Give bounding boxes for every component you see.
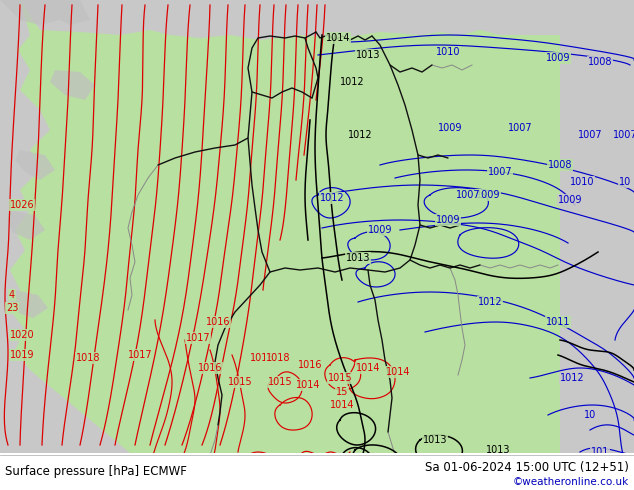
Text: 1008: 1008 [548,160,573,170]
Text: 1015: 1015 [228,377,252,387]
Text: 23: 23 [6,303,18,313]
Text: 1014: 1014 [385,367,410,377]
Text: 1012: 1012 [340,77,365,87]
Text: 1018: 1018 [266,353,290,363]
Polygon shape [15,150,55,180]
Text: 1013: 1013 [356,50,380,60]
Polygon shape [50,70,95,100]
Bar [560,0,634,453]
Text: 1007: 1007 [488,167,512,177]
Text: 1015: 1015 [268,377,292,387]
Text: 1010: 1010 [436,47,460,57]
Polygon shape [0,0,634,40]
Text: 1016: 1016 [250,353,275,363]
Text: 1020: 1020 [10,330,34,340]
Polygon shape [0,0,130,453]
Text: 1010: 1010 [570,177,594,187]
Text: 1014: 1014 [295,380,320,390]
Text: 1026: 1026 [10,200,34,210]
Polygon shape [8,210,45,240]
Text: 1009: 1009 [546,53,570,63]
Polygon shape [0,0,90,25]
Text: 1008: 1008 [588,57,612,67]
Text: ©weatheronline.co.uk: ©weatheronline.co.uk [513,477,629,487]
Text: 1016: 1016 [206,317,230,327]
Text: 1009: 1009 [476,190,500,200]
Text: 10: 10 [619,177,631,187]
Text: 1014: 1014 [326,33,350,43]
Text: 101: 101 [591,447,609,457]
Text: 1009: 1009 [437,123,462,133]
Text: 1018: 1018 [75,353,100,363]
Bar [0,455,634,490]
Text: 1009: 1009 [368,225,392,235]
Text: 1016: 1016 [298,360,322,370]
Text: 1012: 1012 [560,373,585,383]
Text: 1011: 1011 [546,317,570,327]
Text: 1019: 1019 [10,350,34,360]
Text: 1007: 1007 [456,190,481,200]
Polygon shape [10,290,48,318]
Text: 1013: 1013 [423,435,447,445]
Text: 1014: 1014 [356,363,380,373]
Text: 1013: 1013 [486,445,510,455]
Text: 1007: 1007 [578,130,602,140]
Text: 1017: 1017 [127,350,152,360]
Text: 1015: 1015 [328,373,353,383]
Text: 1012: 1012 [347,130,372,140]
Text: 1016: 1016 [198,363,223,373]
Text: 1007: 1007 [508,123,533,133]
Text: 1009: 1009 [558,195,582,205]
Text: 1014: 1014 [330,400,354,410]
Text: Sa 01-06-2024 15:00 UTC (12+51): Sa 01-06-2024 15:00 UTC (12+51) [425,462,629,474]
Text: 1017: 1017 [186,333,210,343]
Text: 1007: 1007 [612,130,634,140]
Text: 15: 15 [336,387,348,397]
Text: 1012: 1012 [320,193,344,203]
Text: 4: 4 [9,290,15,300]
Text: 1012: 1012 [477,297,502,307]
Bar [0,453,634,490]
Text: Surface pressure [hPa] ECMWF: Surface pressure [hPa] ECMWF [5,466,187,479]
Text: 1009: 1009 [436,215,460,225]
Text: 1013: 1013 [346,253,370,263]
Text: 10: 10 [584,410,596,420]
